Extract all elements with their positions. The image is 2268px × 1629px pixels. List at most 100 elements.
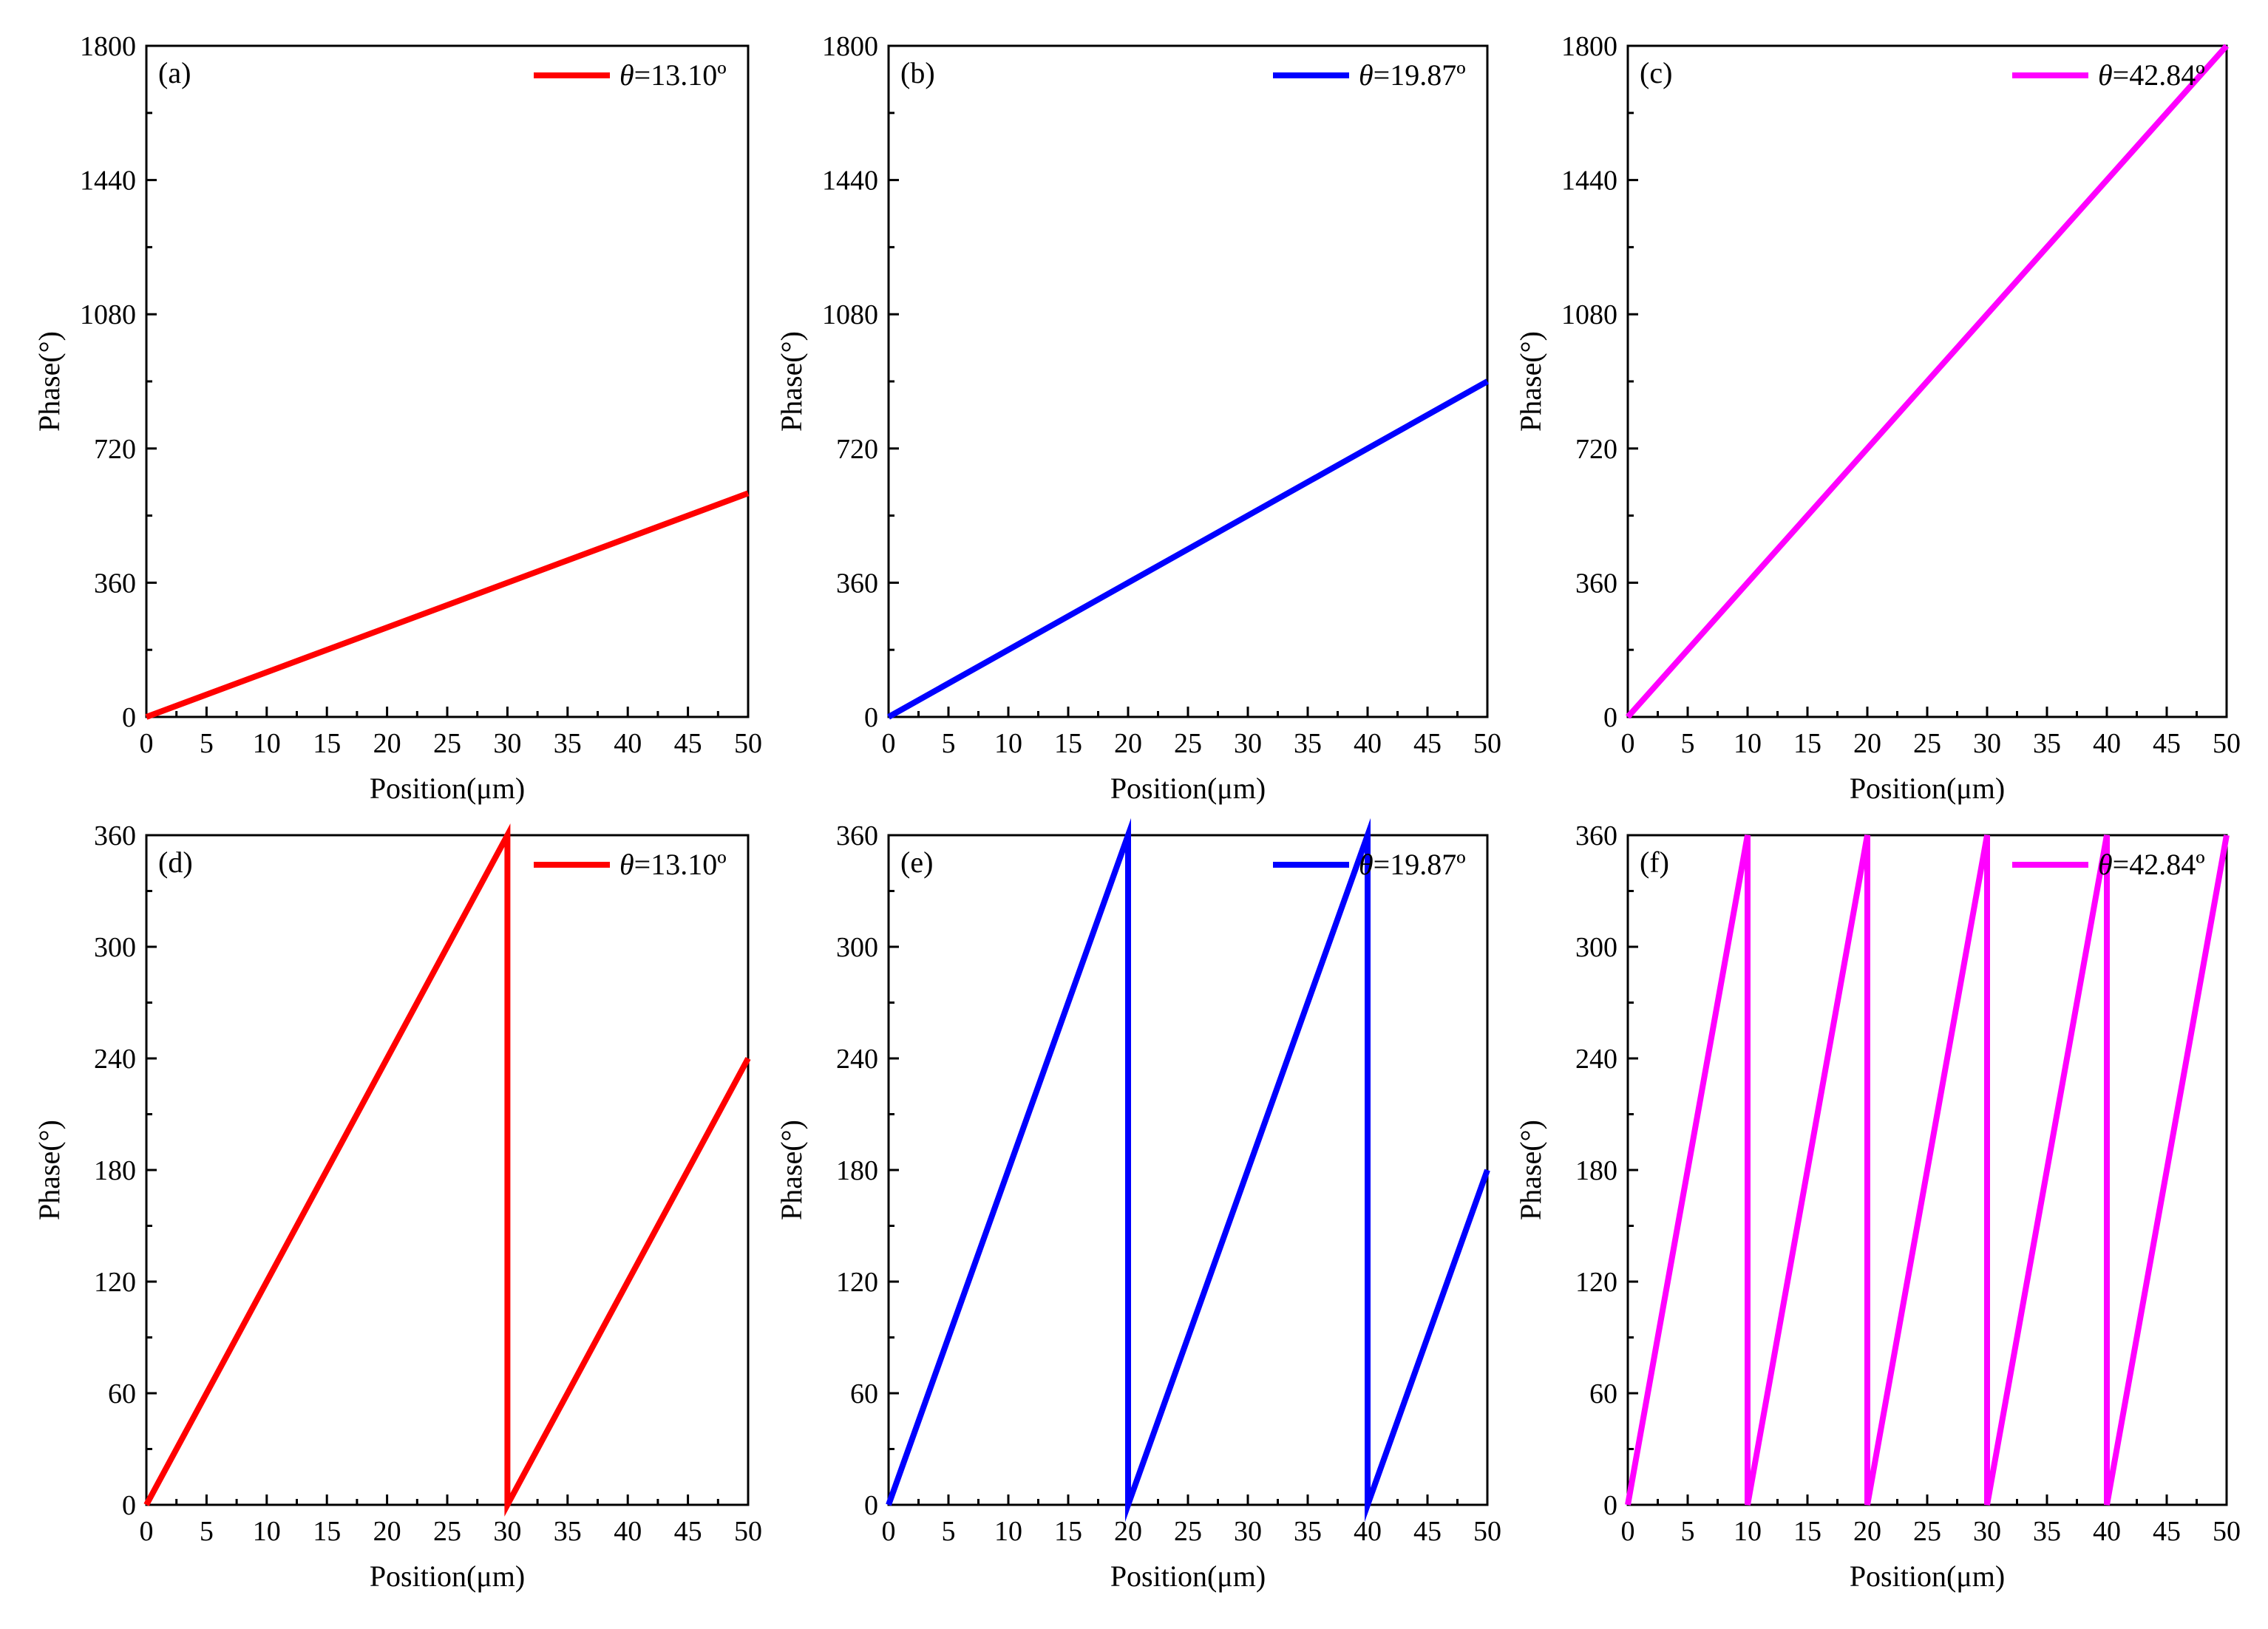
x-tick-label: 20 (1114, 728, 1142, 759)
y-tick-label: 1440 (1561, 166, 1617, 197)
x-tick-label: 15 (1054, 1516, 1082, 1547)
x-tick-label: 50 (2213, 1516, 2241, 1547)
x-tick-label: 5 (200, 728, 214, 759)
x-tick-label: 45 (674, 728, 702, 759)
legend-label: θ=19.87º (1359, 58, 1466, 92)
x-tick-label: 45 (674, 1516, 702, 1547)
legend-value: =13.10º (634, 848, 727, 881)
chart-panel-5: 0 5 10 15 20 25 30 35 40 45 50 0 60 120 180 240 300 360 Po… (1514, 820, 2241, 1593)
chart-panel-3: 0 5 10 15 20 25 30 35 40 45 50 0 60 120 180 240 300 360 Po… (33, 820, 762, 1593)
legend-theta-symbol: θ (1359, 58, 1374, 92)
x-tick-label: 20 (1853, 728, 1881, 759)
x-tick-label: 25 (1913, 1516, 1941, 1547)
y-axis-title: Phase(°) (775, 1120, 808, 1220)
y-tick-label: 60 (108, 1378, 136, 1409)
y-tick-label: 240 (836, 1044, 878, 1075)
y-tick-label: 300 (836, 932, 878, 963)
legend-value: =19.87º (1374, 58, 1466, 92)
x-tick-label: 0 (140, 728, 154, 759)
y-tick-label: 60 (1589, 1378, 1617, 1409)
legend-label: θ=13.10º (619, 848, 727, 881)
legend-value: =42.84º (2113, 848, 2205, 881)
x-tick-label: 30 (493, 1516, 521, 1547)
x-axis-title: Position(μm) (1110, 1560, 1266, 1593)
x-tick-label: 25 (1174, 728, 1202, 759)
y-tick-label: 120 (836, 1267, 878, 1298)
y-tick-label: 360 (836, 568, 878, 599)
plot-frame (145, 44, 750, 718)
x-tick-label: 50 (734, 1516, 762, 1547)
y-tick-label: 0 (122, 1490, 136, 1521)
x-tick-label: 50 (2213, 728, 2241, 759)
x-tick-label: 5 (1681, 728, 1695, 759)
x-tick-label: 0 (1621, 1516, 1635, 1547)
x-tick-label: 5 (942, 1516, 956, 1547)
y-tick-label: 360 (1575, 568, 1617, 599)
series-line (1626, 44, 2229, 719)
y-axis-title: Phase(°) (1514, 331, 1547, 432)
x-tick-label: 40 (2093, 1516, 2121, 1547)
plot-frame (887, 834, 1489, 1506)
y-tick-label: 1800 (822, 31, 878, 62)
y-tick-label: 0 (1603, 1490, 1617, 1521)
panel-label: (c) (1640, 56, 1672, 89)
legend-label: θ=19.87º (1359, 848, 1466, 881)
chart-panel-1: 0 5 10 15 20 25 30 35 40 45 50 0 360 720 1080 1440 1800 P… (775, 31, 1501, 805)
x-tick-label: 15 (313, 728, 341, 759)
x-tick-label: 25 (1174, 1516, 1202, 1547)
series-line (1625, 834, 2230, 1506)
y-tick-label: 120 (1575, 1267, 1617, 1298)
legend-value: =13.10º (634, 58, 727, 92)
x-tick-label: 0 (882, 1516, 896, 1547)
x-tick-label: 30 (1234, 728, 1262, 759)
x-tick-label: 5 (1681, 1516, 1695, 1547)
x-tick-label: 10 (253, 728, 281, 759)
y-tick-label: 0 (864, 1490, 878, 1521)
y-tick-label: 1800 (1561, 31, 1617, 62)
x-tick-label: 45 (2153, 1516, 2181, 1547)
x-tick-label: 50 (1473, 1516, 1501, 1547)
x-tick-label: 0 (882, 728, 896, 759)
x-tick-label: 35 (554, 1516, 582, 1547)
x-axis-title: Position(μm) (1110, 772, 1266, 805)
x-tick-label: 15 (313, 1516, 341, 1547)
x-axis-title: Position(μm) (1850, 1560, 2005, 1593)
x-tick-label: 45 (2153, 728, 2181, 759)
y-tick-label: 300 (94, 932, 136, 963)
y-tick-label: 1440 (822, 166, 878, 197)
x-tick-label: 0 (1621, 728, 1635, 759)
legend-theta-symbol: θ (1359, 848, 1374, 881)
x-tick-label: 25 (433, 728, 461, 759)
y-tick-label: 1080 (1561, 299, 1617, 330)
x-tick-label: 5 (200, 1516, 214, 1547)
panel-label: (d) (158, 846, 193, 879)
y-tick-label: 1800 (80, 31, 136, 62)
x-tick-label: 15 (1793, 728, 1821, 759)
x-tick-label: 25 (433, 1516, 461, 1547)
x-tick-label: 50 (1473, 728, 1501, 759)
y-tick-label: 1080 (80, 299, 136, 330)
x-tick-label: 40 (2093, 728, 2121, 759)
x-tick-label: 40 (614, 728, 642, 759)
y-tick-label: 360 (94, 568, 136, 599)
x-tick-label: 15 (1054, 728, 1082, 759)
panel-label: (e) (900, 846, 933, 879)
x-tick-label: 30 (493, 728, 521, 759)
x-tick-label: 35 (554, 728, 582, 759)
plot-frame (887, 44, 1489, 718)
x-tick-label: 15 (1793, 1516, 1821, 1547)
x-tick-label: 5 (942, 728, 956, 759)
x-tick-label: 10 (1734, 728, 1762, 759)
x-tick-label: 35 (2033, 1516, 2061, 1547)
y-tick-label: 240 (94, 1044, 136, 1075)
x-tick-label: 40 (614, 1516, 642, 1547)
x-tick-label: 10 (994, 1516, 1022, 1547)
y-tick-label: 60 (850, 1378, 878, 1409)
y-tick-label: 180 (836, 1155, 878, 1186)
x-tick-label: 10 (994, 728, 1022, 759)
x-tick-label: 20 (373, 728, 401, 759)
x-tick-label: 10 (253, 1516, 281, 1547)
y-tick-label: 0 (864, 702, 878, 733)
x-tick-label: 35 (1294, 728, 1322, 759)
